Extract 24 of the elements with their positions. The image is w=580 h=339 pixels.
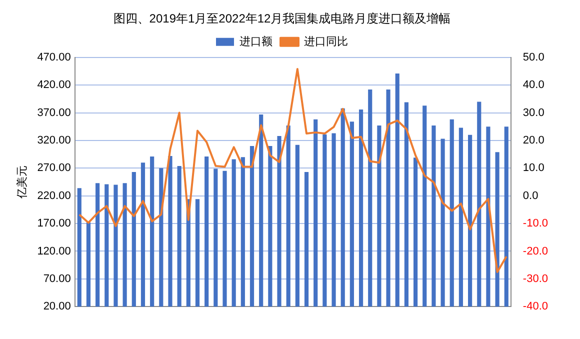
y-tick-label: 320.00 <box>37 134 71 146</box>
y-tick-label: 170.00 <box>37 218 71 230</box>
y2-tick-label: 10.0 <box>522 162 544 174</box>
y-tick-label: 370.00 <box>37 106 71 119</box>
y-tick-label: 220.00 <box>37 190 71 202</box>
y-axis-title: 亿美元 <box>16 166 29 200</box>
legend-label: 进口额 <box>240 34 272 48</box>
y2-tick-label: 50.0 <box>522 51 544 64</box>
y2-tick-label: 40.0 <box>522 79 544 92</box>
y2-tick-label: -10.0 <box>522 218 548 230</box>
y2-tick-label: 20.0 <box>522 134 544 146</box>
y2-tick-label: 30.0 <box>522 106 544 119</box>
y2-tick-label: -30.0 <box>522 272 548 285</box>
legend-label: 进口同比 <box>304 34 348 48</box>
y-tick-label: 470.00 <box>37 51 71 64</box>
y2-tick-label: -40.0 <box>522 300 548 313</box>
y-tick-label: 70.00 <box>43 272 71 285</box>
y2-tick-label: -20.0 <box>522 245 548 258</box>
y-tick-label: 420.00 <box>37 79 71 92</box>
y-tick-label: 20.00 <box>43 300 71 313</box>
chart-title: 图四、2019年1月至2022年12月我国集成电路月度进口额及增幅 <box>113 12 451 26</box>
y2-tick-label: 0.0 <box>522 190 538 202</box>
y-tick-label: 270.00 <box>37 162 71 174</box>
y-tick-label: 120.00 <box>37 245 71 258</box>
